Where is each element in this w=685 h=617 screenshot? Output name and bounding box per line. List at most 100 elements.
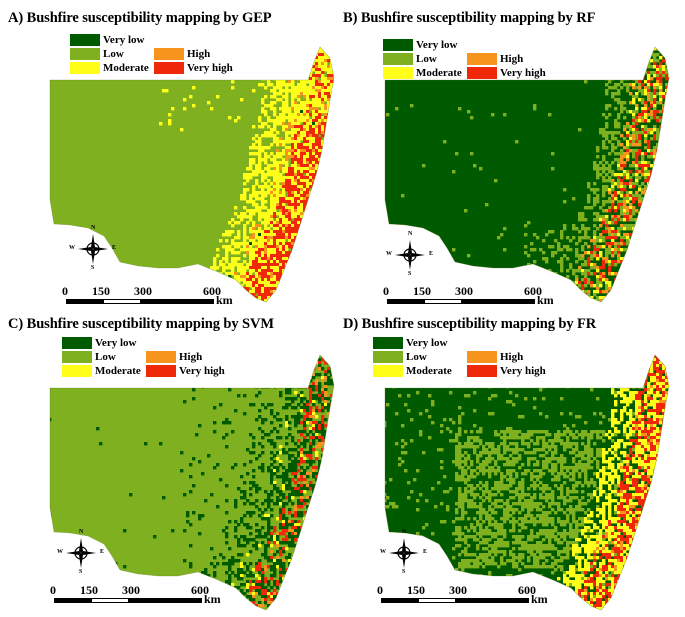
panel-title: B) Bushfire susceptibility mapping by RF: [343, 10, 596, 26]
legend-swatch: [383, 38, 413, 51]
scale-tick: 600: [518, 583, 536, 597]
scale-tick: 600: [524, 284, 542, 298]
legend-label: Low: [103, 47, 124, 60]
panel-d: D) Bushfire susceptibility mapping by FR…: [343, 308, 673, 613]
scale-unit: km: [216, 293, 233, 307]
legend-item-moderate: Moderate: [62, 364, 141, 377]
legend-swatch: [62, 364, 92, 377]
legend-swatch: [467, 364, 497, 377]
legend-item-very-low: Very low: [70, 33, 144, 46]
legend-swatch: [154, 61, 184, 74]
scale-tick: 600: [203, 284, 221, 298]
south-label: S: [402, 569, 406, 575]
legend-swatch: [70, 47, 100, 60]
legend-label: Moderate: [95, 364, 141, 377]
legend-item-very-low: Very low: [62, 336, 136, 349]
legend-swatch: [383, 66, 413, 79]
legend-item-very-low: Very low: [373, 336, 447, 349]
north-arrow-icon: N S W E: [57, 529, 104, 575]
south-label: S: [91, 265, 95, 271]
scale-tick: 150: [407, 583, 425, 597]
legend-item-low: Low: [62, 350, 116, 363]
panel-title: C) Bushfire susceptibility mapping by SV…: [8, 316, 274, 332]
legend-item-very-high: Very high: [154, 61, 233, 74]
legend-label: Moderate: [406, 364, 452, 377]
scale-tick: 300: [122, 583, 140, 597]
scale-bar-graphic: [54, 598, 202, 603]
legend-label: High: [187, 47, 211, 60]
legend-label: Very high: [500, 66, 546, 79]
scale-tick: 150: [92, 284, 110, 298]
west-label: W: [57, 549, 63, 555]
north-label: N: [91, 225, 96, 231]
north-arrow-icon: N S W E: [380, 529, 427, 575]
legend-label: Very high: [500, 364, 546, 377]
scale-tick: 300: [134, 284, 152, 298]
legend-item-low: Low: [373, 350, 427, 363]
legend-swatch: [373, 336, 403, 349]
scale-bar: 0 150 300 600 km: [50, 583, 254, 606]
legend-swatch: [146, 364, 176, 377]
scale-tick: 0: [62, 284, 68, 298]
legend-swatch: [154, 47, 184, 60]
legend-label: High: [500, 52, 524, 65]
scale-bar-graphic: [387, 299, 535, 304]
scale-unit: km: [531, 592, 548, 606]
legend-swatch: [146, 350, 176, 363]
legend-item-very-high: Very high: [467, 364, 546, 377]
scale-bar-graphic: [381, 598, 529, 603]
legend-label: Very high: [187, 61, 233, 74]
legend-item-moderate: Moderate: [70, 61, 149, 74]
panel-a: A) Bushfire susceptibility mapping by GE…: [8, 0, 338, 307]
scale-unit: km: [537, 293, 554, 307]
east-label: E: [112, 245, 117, 251]
scale-tick: 300: [455, 284, 473, 298]
panel-title: D) Bushfire susceptibility mapping by FR: [343, 316, 597, 332]
scale-bar-graphic: [66, 299, 214, 304]
legend-label: Very low: [103, 33, 145, 46]
legend-item-very-high: Very high: [146, 364, 225, 377]
west-label: W: [380, 549, 386, 555]
scale-tick: 0: [377, 583, 383, 597]
legend-swatch: [383, 52, 413, 65]
legend-swatch: [70, 61, 100, 74]
susceptibility-map: [49, 354, 335, 611]
legend-label: High: [179, 350, 203, 363]
legend-swatch: [70, 33, 100, 46]
susceptibility-map: [49, 46, 335, 303]
susceptibility-map: [384, 354, 670, 611]
scale-bar: 0 150 300 600 km: [383, 284, 587, 307]
legend-swatch: [62, 350, 92, 363]
panel-b: B) Bushfire susceptibility mapping by RF…: [343, 0, 673, 307]
north-label: N: [408, 231, 413, 237]
legend-swatch: [62, 336, 92, 349]
legend-label: Low: [416, 52, 437, 65]
legend-item-very-high: Very high: [467, 66, 546, 79]
scale-tick: 0: [383, 284, 389, 298]
legend-label: Very low: [95, 336, 137, 349]
legend-label: Very high: [179, 364, 225, 377]
legend-label: Low: [406, 350, 427, 363]
east-label: E: [423, 549, 428, 555]
north-label: N: [402, 529, 407, 535]
east-label: E: [429, 251, 434, 257]
legend-item-moderate: Moderate: [373, 364, 452, 377]
legend-swatch: [373, 350, 403, 363]
scale-tick: 150: [80, 583, 98, 597]
legend-item-very-low: Very low: [383, 38, 457, 51]
legend-label: Very low: [416, 38, 458, 51]
legend-item-low: Low: [70, 47, 124, 60]
legend-label: Moderate: [416, 66, 462, 79]
west-label: W: [69, 245, 75, 251]
north-arrow-icon: N S W E: [69, 225, 116, 271]
susceptibility-map: [384, 46, 670, 303]
legend-label: Low: [95, 350, 116, 363]
south-label: S: [79, 569, 83, 575]
scale-bar: 0 150 300 600 km: [62, 284, 266, 307]
scale-tick: 300: [449, 583, 467, 597]
legend-label: High: [500, 350, 524, 363]
legend-item-high: High: [154, 47, 210, 60]
legend-item-moderate: Moderate: [383, 66, 462, 79]
legend-item-high: High: [467, 52, 523, 65]
west-label: W: [386, 251, 392, 257]
